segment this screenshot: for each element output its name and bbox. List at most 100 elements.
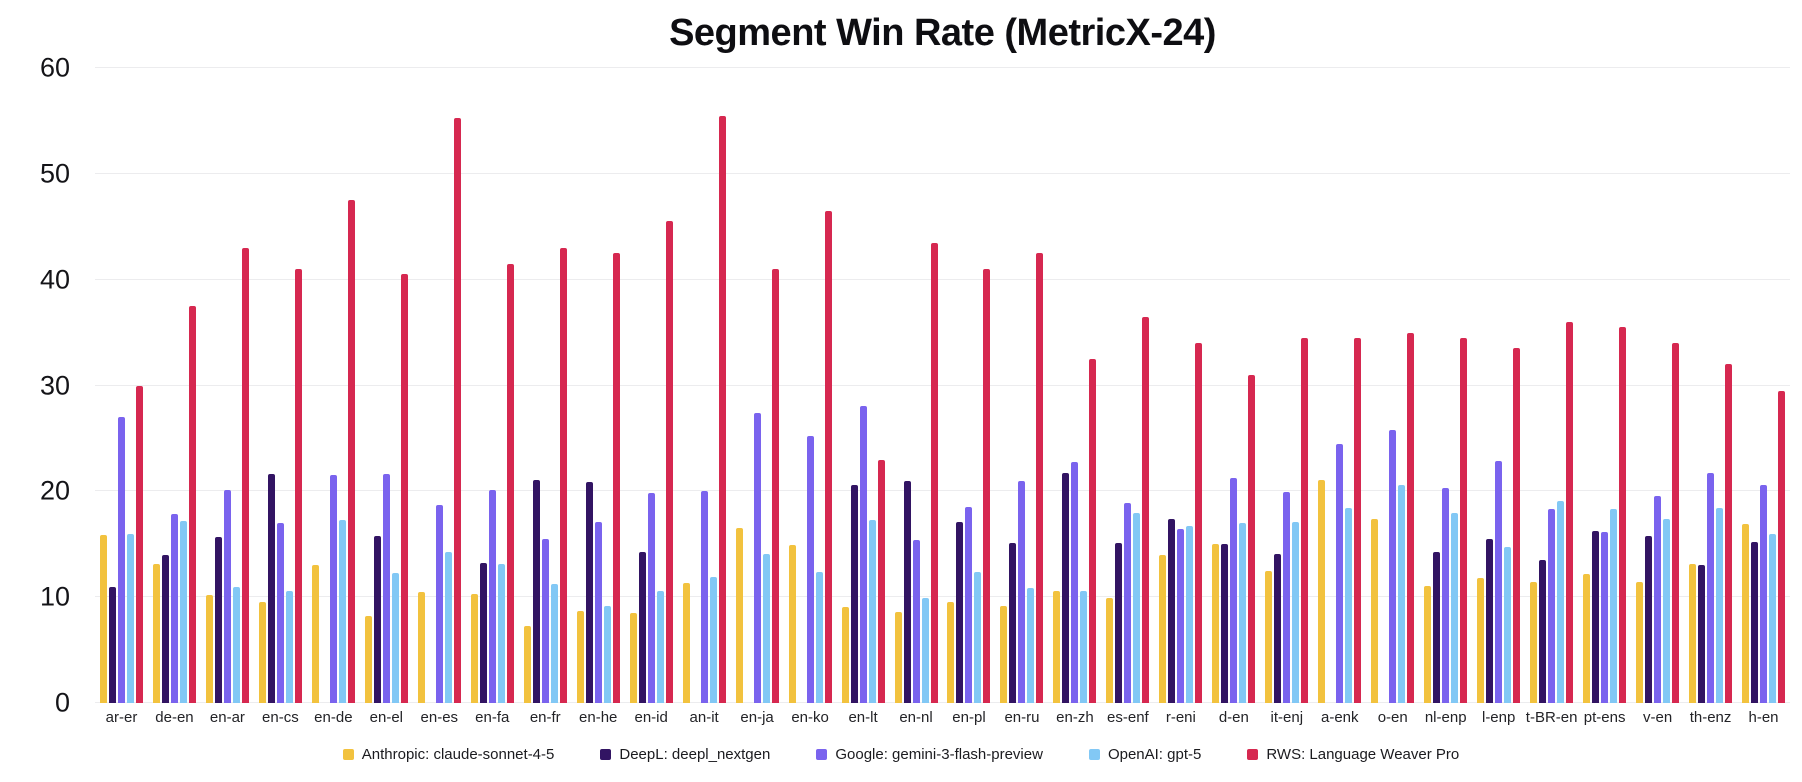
bar [559,247,567,703]
x-tick-label: en-ru [1004,709,1040,726]
bar [1619,327,1627,703]
bar [1106,598,1114,703]
bar [956,522,964,703]
bar [1742,524,1750,703]
bar-group [201,68,254,703]
legend-swatch [816,749,828,760]
bar [373,535,381,703]
bar [1115,543,1123,703]
bar [983,269,991,703]
bar-group [1207,68,1260,703]
bar [1460,337,1468,703]
bar [276,523,284,703]
bar [1407,332,1415,703]
legend-swatch [1247,749,1259,760]
bar [205,595,213,703]
bar [1345,508,1353,703]
bar-group [148,68,201,703]
bar-group [1260,68,1313,703]
bar [771,269,779,703]
bar-group [1525,68,1578,703]
bar [1645,535,1653,703]
bar [1274,553,1282,703]
bar [868,519,876,703]
x-tick-label: en-ko [791,709,829,726]
bar [532,479,540,703]
bar-group [95,68,148,703]
bar [1751,542,1759,703]
x-tick-label: en-el [369,709,403,726]
bar-group [1101,68,1154,703]
bar [1451,512,1459,703]
bar [824,210,832,703]
legend-item: DeepL: deepl_nextgen [600,746,770,763]
bar [788,545,796,703]
bar [117,417,125,703]
bar [347,200,355,703]
x-axis: ar-er de-en en-ar en-cs en-de en-el en-es en-fa… [95,709,1790,727]
bar [806,436,814,703]
bar-group [254,68,307,703]
bar [1212,544,1220,703]
bar [1654,495,1662,703]
bar [99,534,107,703]
bar [629,613,637,703]
bar [1027,587,1035,703]
bar-group [943,68,996,703]
bar [1663,518,1671,703]
x-tick-label: t-BR-en [1525,709,1578,726]
bar [435,505,443,703]
bar [488,490,496,703]
bar [656,590,664,703]
bar [930,242,938,703]
bar [338,519,346,703]
bar [1354,337,1362,703]
bar-group [307,68,360,703]
bar-group [678,68,731,703]
bar [1636,582,1644,703]
bar-group [413,68,466,703]
x-tick-label: en-fr [529,709,561,726]
bar-group [1737,68,1790,703]
bar [1548,509,1556,703]
bar [382,474,390,703]
bar [576,610,584,703]
bar [470,594,478,703]
bar [1124,502,1132,703]
bar [1071,461,1079,703]
bar [1778,390,1786,703]
bar [1177,529,1185,703]
bar-group [1631,68,1684,703]
bar [1283,492,1291,703]
bar [1610,509,1618,703]
bar-group [1313,68,1366,703]
bar [735,528,743,703]
bar-group [1419,68,1472,703]
x-tick-label: en-pl [952,709,986,726]
y-axis: 0 10 20 30 40 50 60 [0,54,80,716]
bar-group [572,68,625,703]
bar [974,571,982,703]
bar [647,493,655,703]
bar [1566,322,1574,703]
bar [1513,348,1521,703]
gridline [95,278,1790,280]
bar-groups [95,68,1790,703]
gridline [95,596,1790,598]
bar [241,247,249,703]
bar [965,507,973,703]
bar [850,484,858,703]
bar [523,625,531,703]
x-tick-label: en-id [634,709,668,726]
bar [108,586,116,703]
bar [1477,578,1485,703]
bar [126,533,134,703]
x-tick-label: en-fa [475,709,510,726]
bar [1601,531,1609,703]
legend-swatch [600,749,612,760]
bar [1530,582,1538,703]
bar [285,590,293,703]
bar [815,571,823,703]
bar [585,481,593,703]
bar [1504,547,1512,703]
